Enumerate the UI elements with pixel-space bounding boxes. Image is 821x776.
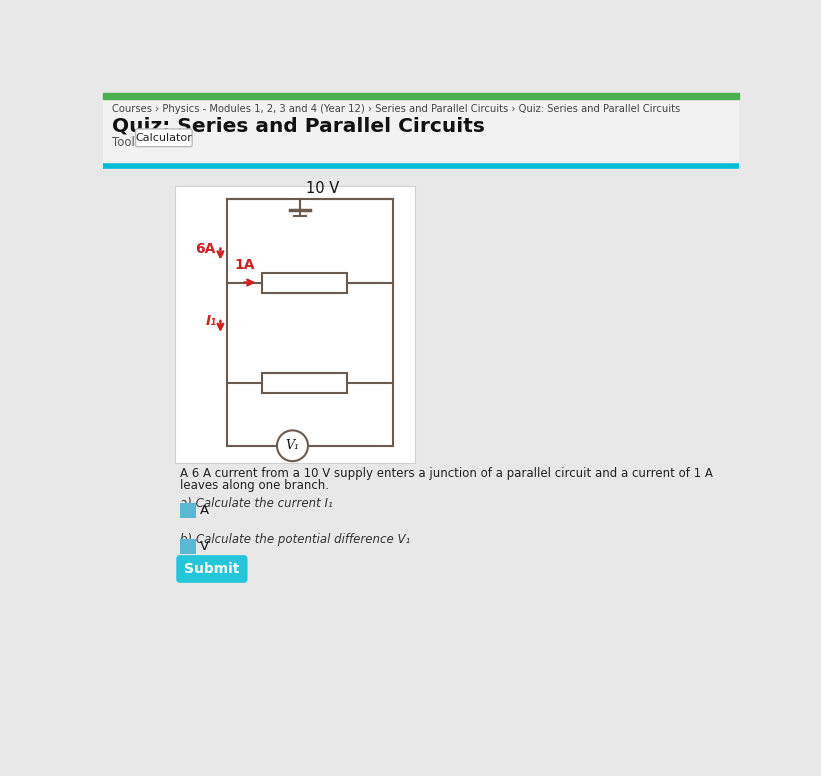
Text: A: A (200, 504, 209, 517)
Bar (103, 99, 739, 167)
Text: Calculator: Calculator (135, 133, 192, 143)
Text: b) Calculate the potential difference V₁: b) Calculate the potential difference V₁ (180, 533, 410, 546)
Text: A 6 A current from a 10 V supply enters a junction of a parallel circuit and a c: A 6 A current from a 10 V supply enters … (180, 467, 713, 480)
Text: leaves along one branch.: leaves along one branch. (180, 479, 329, 492)
FancyBboxPatch shape (177, 555, 248, 583)
Text: Courses › Physics - Modules 1, 2, 3 and 4 (Year 12) › Series and Parallel Circui: Courses › Physics - Modules 1, 2, 3 and … (112, 104, 680, 114)
Text: 1A: 1A (234, 258, 255, 272)
Bar (262, 272, 346, 293)
Bar (175, 185, 415, 462)
Text: Tools: Tools (112, 137, 141, 149)
Text: a) Calculate the current I₁: a) Calculate the current I₁ (180, 497, 333, 510)
Text: V₁: V₁ (286, 439, 300, 452)
Text: 10 V: 10 V (306, 182, 340, 196)
Bar (180, 503, 195, 518)
Bar (262, 372, 346, 393)
Bar (103, 167, 739, 691)
Text: Quiz: Series and Parallel Circuits: Quiz: Series and Parallel Circuits (112, 117, 484, 136)
Text: V: V (200, 540, 209, 553)
Text: I₁: I₁ (206, 314, 218, 328)
Bar (180, 539, 195, 554)
Circle shape (277, 431, 308, 461)
FancyBboxPatch shape (135, 129, 192, 147)
Text: 6A: 6A (195, 241, 215, 255)
Bar (103, 93, 739, 99)
Text: Submit: Submit (184, 562, 240, 576)
